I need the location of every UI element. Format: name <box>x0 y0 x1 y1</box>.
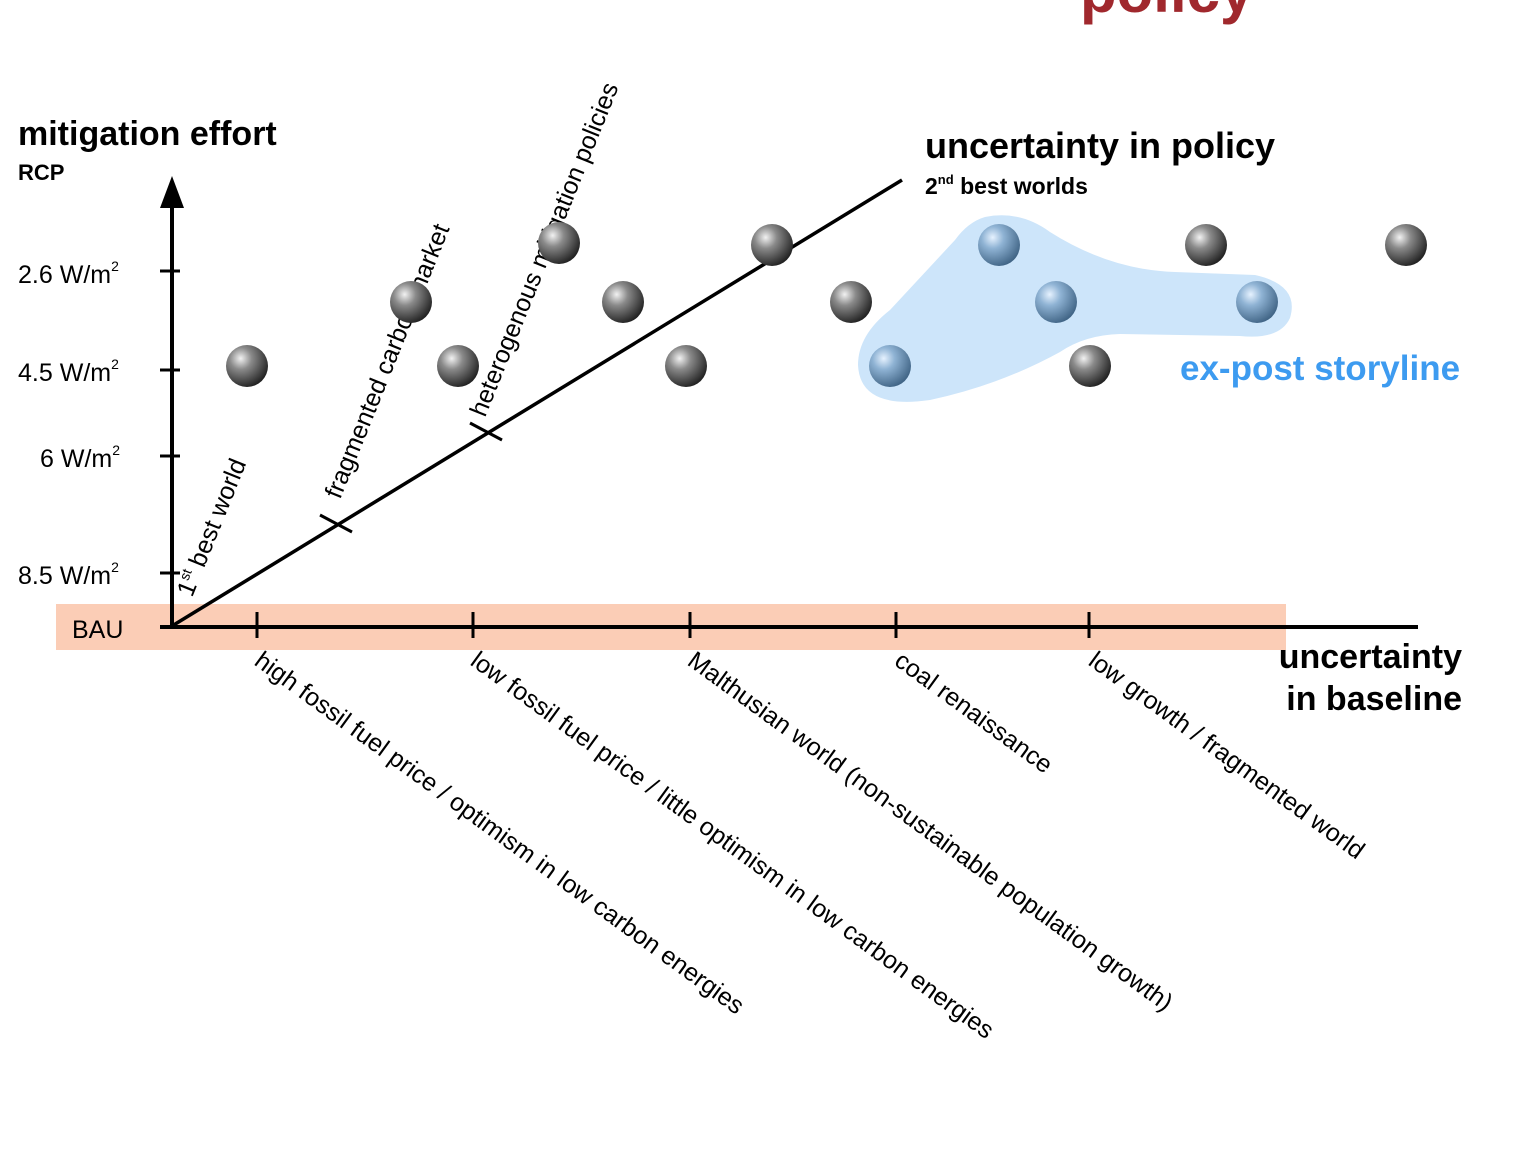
baseline-label-4: coal renaissance <box>889 646 1057 779</box>
scenario-marker-highlighted <box>1236 281 1278 323</box>
scenario-marker <box>665 345 707 387</box>
ray-label-fragmented-carbon-market: fragmented carbon market <box>320 220 456 502</box>
policy-axis-title: uncertainty in policy <box>925 125 1275 166</box>
baseline-label-1: high fossil fuel price / optimism in low… <box>249 646 749 1020</box>
scenario-marker-highlighted <box>978 224 1020 266</box>
y-tick-label-26: 2.6 W/m2 <box>18 258 119 289</box>
bau-label: BAU <box>72 616 123 644</box>
ray-label-first-best: 1st best world <box>171 454 252 600</box>
baseline-label-3: Malthusian world (non-sustainable popula… <box>682 646 1177 1017</box>
scenario-marker-highlighted <box>869 345 911 387</box>
y-tick-label-45: 4.5 W/m2 <box>18 356 119 387</box>
header-title-fragment: policy <box>1080 0 1254 25</box>
y-tick-label-85: 8.5 W/m2 <box>18 559 119 590</box>
scenario-marker <box>1069 345 1111 387</box>
policy-tick-2 <box>469 421 503 442</box>
y-axis-arrow <box>160 176 184 208</box>
scenario-marker <box>390 281 432 323</box>
baseline-label-5: low growth / fragmented world <box>1083 646 1369 865</box>
policy-axis-subtitle: 2nd best worlds <box>925 172 1088 199</box>
scenario-marker <box>437 345 479 387</box>
storyline-label: ex-post storyline <box>1180 349 1460 388</box>
y-axis-title: mitigation effort <box>18 115 277 153</box>
scenario-marker <box>1185 224 1227 266</box>
scenario-marker <box>226 345 268 387</box>
y-axis-subtitle: RCP <box>18 160 64 185</box>
scenario-marker <box>602 281 644 323</box>
scenario-marker-highlighted <box>1035 281 1077 323</box>
scenario-marker <box>751 224 793 266</box>
scenario-marker <box>1385 224 1427 266</box>
scenario-marker <box>830 281 872 323</box>
x-axis-title-line1: uncertainty <box>1279 638 1462 676</box>
y-tick-label-6: 6 W/m2 <box>40 442 120 473</box>
policy-tick-1 <box>319 513 353 534</box>
x-axis-title-line2: in baseline <box>1286 680 1462 718</box>
scenario-marker <box>538 222 580 264</box>
